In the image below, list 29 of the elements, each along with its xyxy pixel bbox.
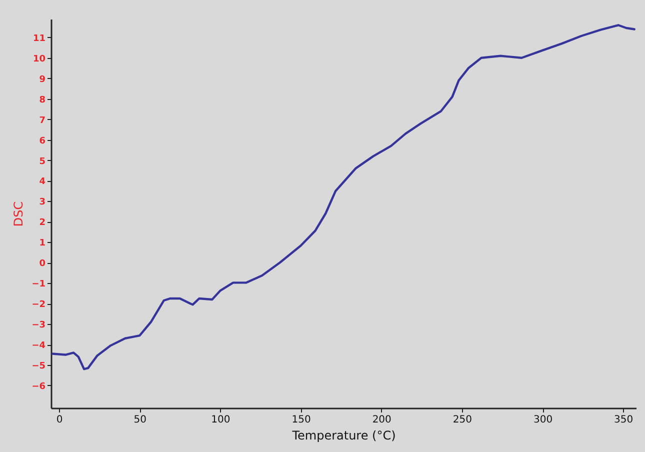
y-tick-label: 3 <box>39 198 46 208</box>
x-tick-label: 100 <box>211 414 230 426</box>
y-tick-label: 1 <box>39 238 46 249</box>
y-tick-label: 2 <box>39 218 46 228</box>
x-tick-label: 250 <box>452 414 472 426</box>
x-tick-label: 300 <box>533 414 553 426</box>
y-tick-label: −3 <box>32 320 46 331</box>
y-axis-title: DSC <box>12 201 26 227</box>
y-tick-label: 0 <box>39 259 46 270</box>
y-tick-label: 8 <box>39 95 46 106</box>
y-tick-label: 11 <box>32 34 46 44</box>
y-tick-label: 6 <box>39 136 46 146</box>
y-tick-label: 9 <box>39 74 46 85</box>
x-tick-label: 50 <box>134 414 147 426</box>
y-tick-label: −5 <box>32 362 46 372</box>
x-tick-label: 350 <box>614 414 634 426</box>
y-tick-label: 10 <box>32 54 46 64</box>
x-tick-label: 0 <box>56 414 63 426</box>
x-tick-label: 150 <box>292 414 311 426</box>
x-tick-label: 200 <box>372 414 392 426</box>
y-tick-label: 5 <box>39 156 46 167</box>
line-series <box>52 24 636 370</box>
y-tick-label: −1 <box>32 280 46 290</box>
x-axis-title: Temperature (°C) <box>291 428 396 442</box>
y-tick-label: 4 <box>39 177 46 188</box>
y-tick-label: −4 <box>32 341 46 352</box>
y-tick-label: 7 <box>39 116 46 126</box>
y-tick-label: −6 <box>32 382 46 392</box>
y-tick-label: −2 <box>32 300 46 310</box>
